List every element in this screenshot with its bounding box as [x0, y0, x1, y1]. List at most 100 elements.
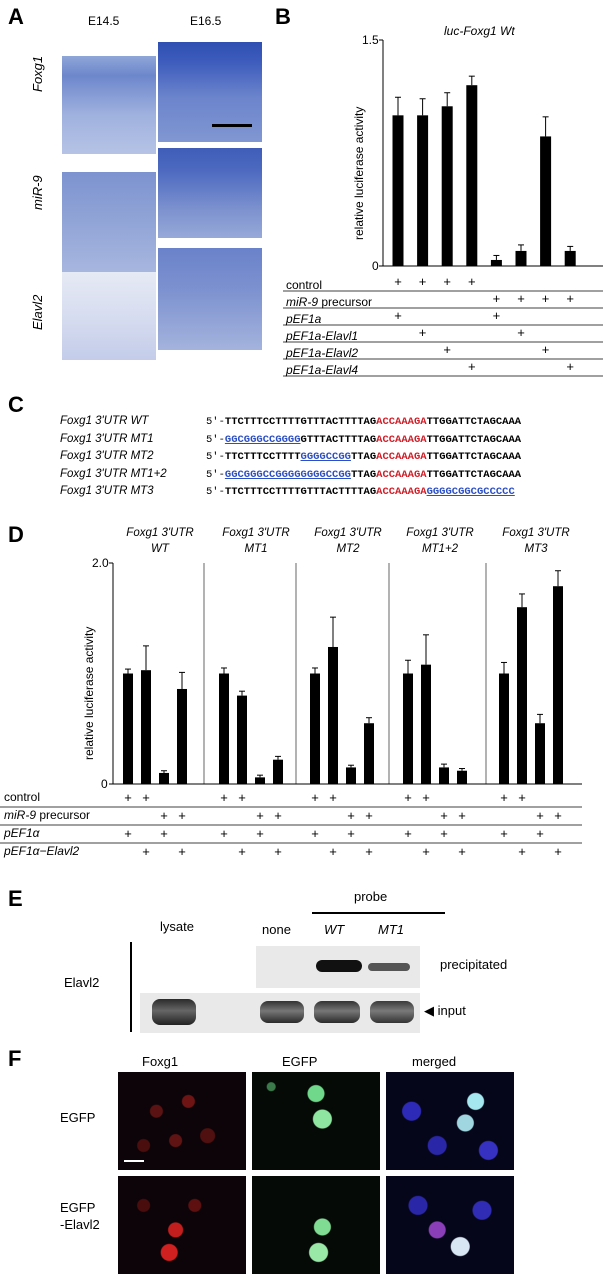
chart-b-plus-mark: +	[542, 342, 550, 357]
histology-elavl2-e16	[158, 248, 262, 350]
chart-d-plus-mark: +	[142, 844, 150, 859]
chart-d-plus-mark: +	[440, 808, 448, 823]
seq-sequence: 5'-GGCGGGCCGGGGGGGGCCGGTTAGACCAAAGATTGGA…	[206, 469, 521, 481]
chart-d-plus-mark: +	[124, 826, 132, 841]
seq-flank-5: TTCTTTCCTTTT	[224, 451, 301, 463]
seq-label: Foxg1 3'UTR MT1	[60, 432, 154, 445]
chart-b-row-label-elavl4: pEF1a-Elavl4	[286, 363, 359, 377]
seq-prefix: 5'-	[206, 416, 225, 428]
panel-label-a: A	[8, 4, 24, 29]
chart-d-bar	[553, 586, 563, 784]
chart-b-row-label-elavl1: pEF1a-Elavl1	[286, 329, 359, 343]
seq-flank-mid: TTAG	[350, 451, 377, 463]
chart-b-plus-mark: +	[566, 359, 574, 374]
seq-seed: ACCAAAGA	[376, 433, 427, 446]
chart-b-bar	[515, 250, 527, 266]
seq-flank-3: TTGGATTCTAGCAAA	[426, 468, 522, 481]
chart-d-bar	[328, 646, 338, 784]
histology-mir9-e16	[158, 148, 262, 238]
chart-b-plus-mark: +	[468, 359, 476, 374]
input-label: ◀ input	[424, 1003, 466, 1019]
chart-d-bar	[141, 670, 151, 784]
row-label-egfp-elavl2-line1: EGFP	[60, 1200, 96, 1215]
chart-b-row-label-mir9: miR-9 precursor	[286, 295, 373, 309]
scale-bar	[212, 124, 252, 127]
chart-d-bar	[159, 772, 169, 784]
image-merged-egfp	[386, 1072, 514, 1170]
chart-b-plus-mark: +	[443, 342, 451, 357]
chart-d-group-title: Foxg1 3'UTR	[502, 527, 570, 539]
seq-label: Foxg1 3'UTR MT2	[60, 450, 154, 462]
chart-b-plus-mark: +	[493, 308, 501, 323]
chart-d-plus-mark: +	[422, 844, 430, 859]
chart-d-group-title: Foxg1 3'UTR	[222, 527, 290, 539]
chart-b-plus-mark: +	[517, 291, 525, 306]
band-wt-input	[314, 1001, 360, 1023]
chart-d-row-label-elavl2: pEF1α−Elavl2	[4, 844, 80, 858]
image-egfp-egfp	[252, 1072, 380, 1170]
chart-d-plus-mark: +	[365, 844, 373, 859]
chart-d-plus-mark: +	[329, 844, 337, 859]
seq-sequence: 5'-TTCTTTCCTTTTGTTTACTTTTAGACCAAAGATTGGA…	[206, 416, 521, 428]
row-label-egfp-elavl2-line2: -Elavl2	[60, 1217, 100, 1232]
chart-d-plus-mark: +	[440, 826, 448, 841]
chart-b-mir9-suffix: precursor	[321, 295, 373, 309]
chart-d-plus-mark: +	[142, 790, 150, 805]
chart-b-plus-mark: +	[542, 291, 550, 306]
chart-d-plus-mark: +	[178, 844, 186, 859]
seq-seed: ACCAAAGA	[376, 468, 427, 481]
stage-label-e14: E14.5	[88, 14, 120, 28]
chart-b-plus-mark: +	[493, 291, 501, 306]
chart-d-plus-mark: +	[274, 808, 282, 823]
chart-d-bar	[219, 673, 229, 784]
image-foxg1-elavl2	[118, 1176, 246, 1274]
chart-d-bar	[457, 770, 467, 784]
chart-d-plus-mark: +	[347, 808, 355, 823]
protein-label: Elavl2	[64, 975, 100, 990]
chart-d-plus-mark: +	[458, 844, 466, 859]
image-merged-elavl2	[386, 1176, 514, 1274]
chart-b-title: luc-Foxg1 Wt	[444, 24, 515, 38]
chart-d-plus-mark: +	[536, 808, 544, 823]
chart-d-plus-mark: +	[365, 808, 373, 823]
chart-d-plus-mark: +	[160, 808, 168, 823]
blot-input	[140, 993, 420, 1033]
chart-d-group-subtitle: MT1	[244, 543, 268, 555]
chart-b-row-label-elavl2: pEF1a-Elavl2	[286, 346, 359, 360]
chart-d-bar	[273, 759, 283, 784]
seq-flank-5: TTCTTTCCTTTTGTTTACTTTTAG	[224, 416, 377, 428]
chart-d-plus-mark: +	[220, 826, 228, 841]
chart-d-ytick-bottom: 0	[101, 777, 108, 791]
chart-d-plus-mark: +	[422, 790, 430, 805]
chart-b-bar	[441, 106, 453, 266]
seq-label: Foxg1 3'UTR MT1+2	[60, 467, 167, 480]
chart-d-bar	[535, 723, 545, 784]
chart-b-ytick-bottom: 0	[372, 259, 379, 273]
chart-d-group-subtitle: WT	[151, 543, 169, 555]
band-lysate-input	[152, 999, 196, 1025]
chart-b-plus-mark: +	[394, 274, 402, 289]
seq-label: Foxg1 3'UTR WT	[60, 415, 149, 427]
lane-wt: WT	[324, 922, 345, 937]
seq-seed: ACCAAAGA	[376, 486, 427, 498]
chart-d-group-title: Foxg1 3'UTR	[406, 527, 474, 539]
panel-label-e: E	[8, 886, 23, 911]
blot-precipitated	[256, 946, 420, 988]
chart-b-plus-mark: +	[443, 274, 451, 289]
chart-b-row-label-pef1a: pEF1a	[286, 312, 322, 326]
seq-flank-5: TTCTTTCCTTTTGTTTACTTTTAG	[224, 486, 377, 498]
col-label-egfp: EGFP	[282, 1054, 318, 1069]
chart-d-plus-mark: +	[178, 808, 186, 823]
panel-label-f: F	[8, 1046, 22, 1071]
chart-b-bar	[392, 115, 404, 266]
chart-d-group-title: Foxg1 3'UTR	[314, 527, 382, 539]
chart-d-plus-mark: +	[347, 826, 355, 841]
seq-mutation: GGGGCGGCGCCCCC	[426, 486, 515, 498]
band-mt1-input	[370, 1001, 414, 1023]
chart-d-bar	[177, 688, 187, 784]
band-none-input	[260, 1001, 304, 1023]
chart-d-plus-mark: +	[274, 844, 282, 859]
chart-d-plus-mark: +	[554, 844, 562, 859]
chart-d-bar	[310, 673, 320, 784]
chart-b-bar	[466, 85, 478, 266]
